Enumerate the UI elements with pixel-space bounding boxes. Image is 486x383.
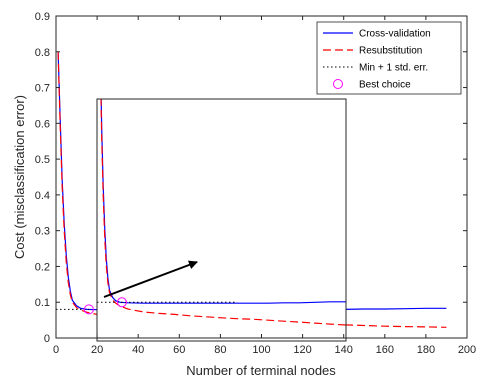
x-tick-label: 0: [53, 344, 59, 356]
y-axis-title: Cost (misclassification error): [12, 95, 27, 259]
y-tick-label: 0.1: [35, 297, 50, 309]
y-tick-label: 0.3: [35, 226, 50, 238]
series-resubstitution-legend-label: Resubstitution: [359, 46, 422, 57]
series-cross-validation-legend-label: Cross-validation: [359, 29, 431, 40]
inset-background: [97, 99, 346, 341]
axes-layer: 0 20 40 60 80 100 120 140 160 180 200 0 0.1 0.2 0.3 0.4…: [35, 11, 476, 356]
inset-frame: [96, 98, 347, 342]
inset-layer: [96, 98, 347, 342]
series-min-1-std-err-legend-label: Min + 1 std. err.: [359, 63, 428, 74]
x-tick-label: 140: [335, 344, 353, 356]
legend-box: [316, 21, 462, 95]
series-best-choice-marker: [83, 304, 94, 315]
y-tick-label: 0.4: [35, 190, 50, 202]
x-tick-label: 20: [91, 344, 103, 356]
zoom-arrow: [103, 260, 198, 298]
series-best-choice-inset-marker: [116, 297, 127, 308]
x-tick-label: 160: [376, 344, 394, 356]
x-tick-label: 120: [293, 344, 311, 356]
y-tick-label: 0.6: [35, 118, 50, 130]
legend: Cross-validation Resubstitution Min + 1 st…: [316, 21, 462, 95]
y-tick-label: 0: [44, 333, 50, 345]
x-tick-label: 100: [252, 344, 270, 356]
y-tick-label: 0.7: [35, 83, 50, 95]
inset-series-layer: [97, 99, 346, 326]
x-axis-title: Number of terminal nodes: [186, 363, 336, 378]
series-resubstitution-inset-line: [100, 99, 346, 326]
x-tick-label: 80: [214, 344, 226, 356]
x-tick-label: 180: [417, 344, 435, 356]
y-tick-label: 0.2: [35, 261, 50, 273]
x-tick-label: 200: [458, 344, 476, 356]
series-best-choice-legend-label: Best choice: [359, 80, 411, 91]
y-tick-label: 0.9: [35, 11, 50, 23]
x-tick-label: 60: [173, 344, 185, 356]
y-tick-label: 0.5: [35, 154, 50, 166]
y-tick-label: 0.8: [35, 47, 50, 59]
series-best-choice-legend-swatch: [333, 79, 343, 89]
x-tick-label: 40: [132, 344, 144, 356]
